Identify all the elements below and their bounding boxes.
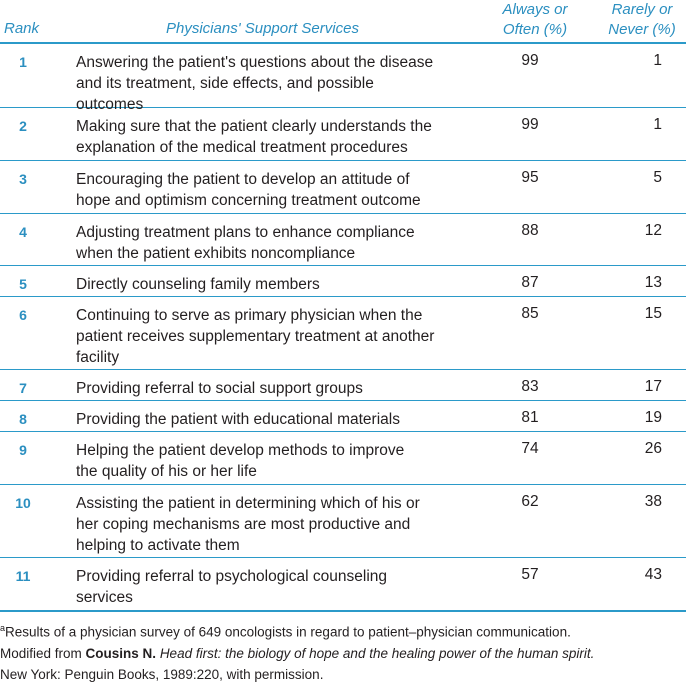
rank-column-header: Rank [4, 20, 40, 37]
support-services-table: Rank Physicians' Support Services Always… [0, 0, 686, 612]
table-row: 5 Directly counseling family members 87 … [0, 266, 686, 297]
service-line: facility [76, 349, 120, 366]
table-row: 1 Answering the patient's questions abou… [0, 44, 686, 113]
always-cell: 87 [521, 274, 539, 291]
service-line: services [76, 589, 133, 606]
rarely-header-line2: Never (%) [608, 21, 676, 38]
service-line: Adjusting treatment plans to enhance com… [76, 224, 415, 241]
services-column-header: Physicians' Support Services [166, 20, 359, 37]
always-header-line2: Often (%) [502, 21, 568, 38]
service-line: explanation of the medical treatment pro… [76, 139, 408, 156]
service-cell: Answering the patient's questions about … [76, 52, 481, 115]
service-line: patient receives supplementary treatment… [76, 328, 435, 345]
rarely-cell: 17 [644, 378, 662, 395]
service-cell: Adjusting treatment plans to enhance com… [76, 222, 481, 264]
service-cell: Providing the patient with educational m… [76, 409, 481, 430]
service-cell: Providing referral to psychological coun… [76, 566, 481, 608]
service-line: the quality of his or her life [76, 463, 257, 480]
service-line: Making sure that the patient clearly und… [76, 118, 432, 135]
service-cell: Helping the patient develop methods to i… [76, 440, 481, 482]
rank-cell: 10 [15, 495, 31, 511]
rarely-cell: 43 [644, 566, 662, 583]
rank-cell: 6 [19, 307, 27, 323]
rarely-cell: 5 [653, 169, 662, 186]
rank-cell: 1 [19, 54, 27, 70]
rank-cell: 11 [15, 568, 31, 584]
always-cell: 83 [521, 378, 539, 395]
rarely-cell: 26 [644, 440, 662, 457]
footnote-text: Results of a physician survey of 649 onc… [5, 624, 571, 640]
service-cell: Assisting the patient in determining whi… [76, 493, 481, 556]
always-header-line1: Always or [502, 1, 568, 18]
service-line: Directly counseling family members [76, 276, 320, 293]
source-title: Head first: the biology of hope and the … [159, 645, 595, 661]
service-line: and its treatment, side effects, and pos… [76, 75, 374, 92]
table-row: 10 Assisting the patient in determining … [0, 485, 686, 558]
service-line: Providing referral to psychological coun… [76, 568, 388, 585]
table-row: 9 Helping the patient develop methods to… [0, 432, 686, 485]
rarely-cell: 15 [644, 305, 662, 322]
service-line: outcomes [76, 96, 144, 113]
service-line: helping to activate them [76, 537, 240, 554]
service-cell: Continuing to serve as primary physician… [76, 305, 481, 368]
table-row: 4 Adjusting treatment plans to enhance c… [0, 214, 686, 266]
service-line: Assisting the patient in determining whi… [76, 495, 420, 512]
service-cell: Making sure that the patient clearly und… [76, 116, 481, 158]
always-cell: 88 [521, 222, 539, 239]
service-line: when the patient exhibits noncompliance [76, 245, 356, 262]
rarely-cell: 12 [644, 222, 662, 239]
table-row: 7 Providing referral to social support g… [0, 370, 686, 401]
source-author: Cousins N. [85, 645, 157, 661]
footnote-publisher: New York: Penguin Books, 1989:220, with … [0, 666, 324, 682]
rarely-header-line1: Rarely or [611, 1, 673, 18]
always-cell: 62 [521, 493, 539, 510]
always-cell: 85 [521, 305, 539, 322]
footnote-source: Modified from Cousins N. Head first: the… [0, 643, 686, 664]
rank-cell: 5 [19, 276, 27, 292]
rank-cell: 2 [19, 118, 27, 134]
rank-cell: 7 [19, 380, 27, 396]
service-line: Answering the patient's questions about … [76, 54, 434, 71]
always-cell: 57 [521, 566, 539, 583]
rank-cell: 8 [19, 411, 27, 427]
rarely-column-header: Rarely or Never (%) [598, 0, 686, 40]
rarely-cell: 1 [653, 116, 662, 133]
service-cell: Providing referral to social support gro… [76, 378, 481, 399]
service-line: Continuing to serve as primary physician… [76, 307, 423, 324]
always-cell: 95 [521, 169, 539, 186]
table-row: 2 Making sure that the patient clearly u… [0, 108, 686, 161]
rarely-cell: 13 [644, 274, 662, 291]
service-line: her coping mechanisms are most productiv… [76, 516, 411, 533]
table-header: Rank Physicians' Support Services Always… [0, 0, 686, 44]
rarely-cell: 1 [653, 52, 662, 69]
table-row: 11 Providing referral to psychological c… [0, 558, 686, 612]
always-cell: 74 [521, 440, 539, 457]
always-cell: 99 [521, 52, 539, 69]
service-cell: Encouraging the patient to develop an at… [76, 169, 481, 211]
footnote-marker: a [0, 623, 6, 633]
rank-cell: 9 [19, 442, 27, 458]
service-line: Providing the patient with educational m… [76, 411, 400, 428]
rank-cell: 4 [19, 224, 27, 240]
service-line: Encouraging the patient to develop an at… [76, 171, 410, 188]
source-prefix: Modified from [0, 645, 86, 661]
rarely-cell: 38 [644, 493, 662, 510]
footnote-survey: aResults of a physician survey of 649 on… [0, 618, 686, 643]
rank-cell: 3 [19, 171, 27, 187]
service-line: Helping the patient develop methods to i… [76, 442, 405, 459]
table-row: 8 Providing the patient with educational… [0, 401, 686, 432]
rarely-cell: 19 [644, 409, 662, 426]
always-cell: 81 [521, 409, 539, 426]
service-cell: Directly counseling family members [76, 274, 481, 295]
table-row: 3 Encouraging the patient to develop an … [0, 161, 686, 214]
always-cell: 99 [521, 116, 539, 133]
table-row: 6 Continuing to serve as primary physici… [0, 297, 686, 370]
footnote: aResults of a physician survey of 649 on… [0, 618, 686, 685]
always-column-header: Always or Often (%) [490, 0, 580, 40]
service-line: hope and optimism concerning treatment o… [76, 192, 421, 209]
service-line: Providing referral to social support gro… [76, 380, 363, 397]
